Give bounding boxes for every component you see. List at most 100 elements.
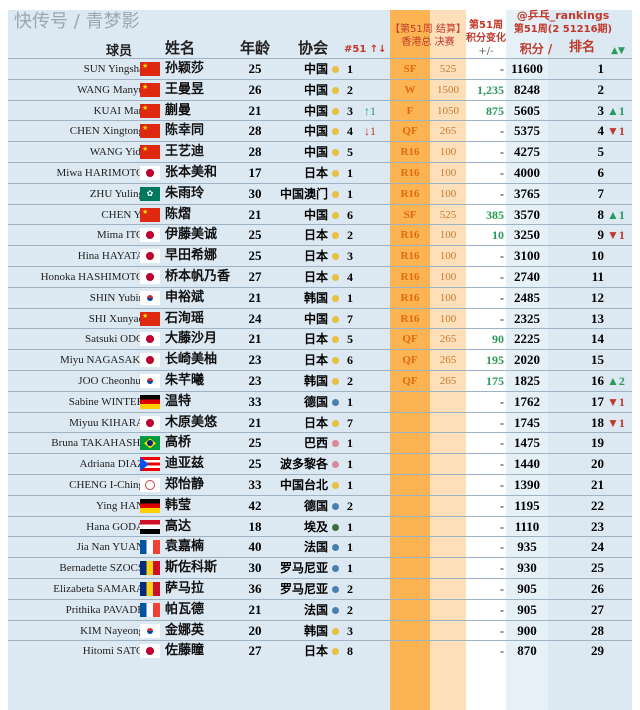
- age: 24: [248, 310, 262, 326]
- table-row[interactable]: Satsuki ODO 大藤沙月 21 日本 5 QF 265 90 2225 14: [8, 328, 632, 349]
- table-row[interactable]: Jia Nan YUAN 袁嘉楠 40 法国 1 -935 24: [8, 536, 632, 557]
- association-rank: 1: [347, 478, 353, 492]
- ranking-points: 900: [517, 622, 537, 638]
- table-row[interactable]: KIM Nayeong 金娜英 20 韩国 3 -900 28: [8, 619, 632, 641]
- ranking-points: 2485: [514, 289, 540, 305]
- event-stage: W: [404, 83, 416, 96]
- event-points: [430, 454, 466, 474]
- table-row[interactable]: Mima ITO 伊藤美诚 25 日本 2 R16 100 10 3250 9 ▼1: [8, 224, 632, 245]
- table-row[interactable]: Miyu NAGASAKI 长崎美柚 23 日本 6 QF 265 195 2020 15: [8, 349, 632, 370]
- table-row[interactable]: SUN Yingsha ★ 孙颖莎 25 中国 1 SF 525 -11600 1: [8, 58, 632, 79]
- table-row[interactable]: Ying HAN 韩莹 42 德国 2 -1195 22: [8, 494, 632, 516]
- event-stage: [390, 496, 430, 516]
- flag-pr-icon: [140, 457, 160, 472]
- age: 21: [248, 289, 262, 305]
- world-rank: 4: [597, 123, 605, 139]
- player-name-cn: 长崎美柚: [165, 352, 218, 368]
- world-rank: 9: [597, 227, 605, 243]
- points-change: -: [500, 186, 504, 201]
- rank-move: ▼1: [607, 228, 625, 243]
- event-stage: R16: [400, 167, 420, 179]
- flag-cn-icon: ★: [140, 62, 160, 76]
- table-row[interactable]: Prithika PAVADE 帕瓦德 21 法国 2 -905 27: [8, 598, 632, 620]
- table-row[interactable]: ZHU Yuling ✿ 朱雨玲 30 中国澳门 1 R16 100 -3765 7: [8, 182, 632, 204]
- event-stage: QF: [402, 375, 418, 387]
- region-dot-icon: [332, 253, 339, 261]
- table-row[interactable]: Adriana DIAZ 迪亚兹 25 波多黎各 1 -1440 20: [8, 453, 632, 474]
- table-row[interactable]: Elizabeta SAMARA 萨马拉 36 罗马尼亚 2 -905 26: [8, 578, 632, 599]
- header-move: ▲▼: [611, 46, 625, 56]
- association: 韩国: [303, 290, 328, 305]
- flag-kr-icon: [140, 623, 160, 638]
- world-rank: 16: [591, 373, 604, 388]
- table-row[interactable]: WANG Manyu ★ 王曼昱 26 中国 2 W 1500 1,235 8248 2: [8, 78, 632, 100]
- ranking-points: 2740: [514, 269, 540, 284]
- world-rank: 7: [597, 185, 605, 201]
- event-points: 100: [439, 167, 457, 179]
- player-name-en: Bernadette SZOCS: [59, 562, 144, 575]
- event-stage: QF: [402, 333, 418, 346]
- table-row[interactable]: Hana GODA 高达 18 埃及 1 -1110 23: [8, 515, 632, 537]
- player-name-en: Adriana DIAZ: [79, 458, 144, 471]
- ranking-points: 1440: [514, 456, 540, 472]
- event-points: 1050: [437, 104, 459, 117]
- table-row[interactable]: Honoka HASHIMOTO 桥本帆乃香 27 日本 4 R16 100 -2740 11: [8, 266, 632, 287]
- world-rank: 17: [591, 393, 604, 409]
- table-row[interactable]: JOO Cheonhui 朱芊曦 23 韩国 2 QF 265 175 1825 16 ▲2: [8, 370, 632, 391]
- table-row[interactable]: Miwa HARIMOTO 张本美和 17 日本 1 R16 100 -4000 6: [8, 162, 632, 183]
- association: 日本: [303, 166, 328, 180]
- table-row[interactable]: CHENG I-Ching 郑怡静 33 中国台北 1 -1390 21: [8, 474, 632, 495]
- watermark: 快传号 / 青梦影: [14, 11, 140, 32]
- table-row[interactable]: Bernadette SZOCS 斯佐科斯 30 罗马尼亚 1 -930 25: [8, 557, 632, 578]
- flag-jp-icon: [140, 228, 160, 243]
- points-change: 1,235: [477, 82, 504, 97]
- ranking-points: 3100: [514, 248, 540, 264]
- table-row[interactable]: Sabine WINTER 温特 33 德国 1 -1762 17 ▼1: [8, 390, 632, 412]
- ranking-points: 1745: [514, 414, 540, 430]
- region-dot-icon: [332, 586, 339, 593]
- region-dot-icon: [332, 232, 339, 240]
- flag-tpe-icon: [140, 478, 160, 492]
- flag-de-icon: [140, 498, 160, 513]
- table-row[interactable]: Hina HAYATA 早田希娜 25 日本 3 R16 100 -3100 10: [8, 245, 632, 266]
- table-row[interactable]: CHEN Xingtong ★ 陈幸同 28 中国 4 ↓1 QF 265-5375 4 ▼1: [8, 120, 632, 141]
- table-row[interactable]: SHI Xunyao ★ 石洵瑶 24 中国 7 R16 100 -2325 13: [8, 307, 632, 329]
- event-points: [430, 579, 466, 599]
- points-change: -: [500, 62, 504, 76]
- points-change: -: [500, 561, 504, 576]
- event-stage: R16: [400, 250, 420, 263]
- event-points: 265: [439, 333, 457, 346]
- association-rank: 4: [347, 124, 353, 139]
- table-row[interactable]: SHIN Yubin 申裕斌 21 韩国 1 R16 100 -2485 12: [8, 286, 632, 308]
- event-stage: [390, 475, 430, 495]
- region-dot-icon: [332, 544, 339, 552]
- world-rank: 8: [597, 206, 605, 222]
- region-dot-icon: [332, 398, 339, 406]
- player-name-en: Prithika PAVADE: [65, 603, 144, 616]
- age: 20: [248, 622, 262, 638]
- association: 法国: [303, 540, 328, 555]
- flag-jp-icon: [140, 644, 160, 659]
- table-row[interactable]: KUAI Man ★ 蒯曼 21 中国 3 ↑1 F 1050 875 5605 3 ▲1: [8, 99, 632, 121]
- association: 日本: [303, 415, 328, 430]
- table-row[interactable]: Miyuu KIHARA 木原美悠 21 日本 7 -1745 18 ▼1: [8, 411, 632, 433]
- ranking-points: 2225: [514, 331, 540, 347]
- event-points: 265: [439, 354, 457, 367]
- region-dot-icon: [332, 294, 339, 302]
- flag-kr-icon: [140, 290, 160, 305]
- table-row[interactable]: Bruna TAKAHASHI 高桥 25 巴西 1 -1475 19: [8, 432, 632, 453]
- region-dot-icon: [332, 274, 339, 281]
- points-change: -: [500, 290, 504, 305]
- header-assoc-rank[interactable]: #51 ↑↓: [344, 44, 387, 55]
- age: 21: [248, 331, 262, 347]
- event-points: 100: [439, 146, 457, 159]
- world-rank: 5: [597, 144, 605, 160]
- world-rank: 23: [591, 518, 604, 534]
- flag-cn-icon: ★: [140, 124, 160, 139]
- table-row[interactable]: CHEN Yi ★ 陈熠 21 中国 6 SF 525 385 3570 8 ▲1: [8, 203, 632, 225]
- association: 埃及: [303, 519, 328, 534]
- ranking-points: 2325: [514, 310, 540, 326]
- event-points: [430, 558, 466, 578]
- table-row[interactable]: WANG Yidi ★ 王艺迪 28 中国 5 R16 100 -4275 5: [8, 141, 632, 162]
- ranking-points: 1110: [514, 518, 540, 534]
